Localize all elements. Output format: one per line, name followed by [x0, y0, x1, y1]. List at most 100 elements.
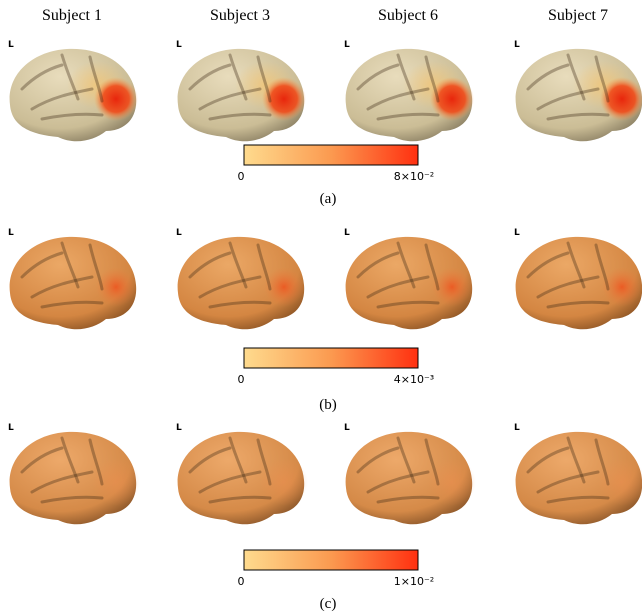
hemisphere-label: L: [176, 423, 182, 433]
colorbar: [243, 347, 419, 369]
activation-spot: [264, 267, 304, 307]
sulcus: [424, 55, 440, 103]
column-header: Subject 3: [210, 7, 270, 24]
activation-spot: [428, 458, 476, 506]
sulcus: [88, 243, 104, 291]
hemisphere-label: L: [344, 40, 350, 50]
activation-spot: [602, 267, 642, 307]
sulcus: [30, 87, 94, 111]
activation-spot: [600, 77, 642, 121]
sulcus: [256, 55, 272, 103]
brain-render: [9, 48, 138, 142]
hemisphere-label: L: [176, 40, 182, 50]
sulcus: [60, 241, 80, 289]
colorbar: [243, 144, 419, 166]
sulcus: [536, 275, 600, 299]
colorbar-max-label: 8×10⁻²: [394, 170, 434, 183]
sulcus: [526, 63, 570, 91]
brain-render: [177, 48, 306, 142]
sulcus: [366, 275, 430, 299]
hemisphere-label: L: [514, 228, 520, 238]
sulcus: [228, 53, 248, 101]
sulcus: [20, 251, 64, 279]
colorbar-max-label: 1×10⁻²: [394, 575, 434, 588]
sulcus: [188, 251, 232, 279]
sulcus: [546, 112, 610, 121]
activation-spot: [430, 77, 474, 121]
sulcus: [88, 55, 104, 103]
brain-surface: [177, 236, 305, 330]
hemisphere-label: L: [344, 228, 350, 238]
panel-caption: (a): [320, 191, 337, 207]
sulcus: [188, 446, 232, 474]
sulcus: [60, 436, 80, 484]
sulcus: [356, 446, 400, 474]
hemisphere-label: L: [514, 40, 520, 50]
colorbar: [243, 549, 419, 571]
brain-render: [345, 431, 476, 525]
sulcus: [536, 87, 600, 111]
sulcus: [20, 446, 64, 474]
sulcus: [208, 300, 272, 309]
sulcus: [366, 470, 430, 494]
sulcus: [256, 243, 272, 291]
sulcus: [594, 438, 610, 486]
sulcus: [198, 87, 262, 111]
brain-render: [515, 48, 642, 142]
sulcus: [536, 470, 600, 494]
sulcus: [546, 300, 610, 309]
brain-render: [9, 431, 140, 525]
sulcus: [376, 112, 440, 121]
colorbar-min-label: 0: [238, 575, 245, 588]
sulcus: [188, 63, 232, 91]
hemisphere-label: L: [8, 40, 14, 50]
colorbar-min-label: 0: [238, 170, 245, 183]
sulcus: [30, 275, 94, 299]
sulcus: [198, 470, 262, 494]
colorbar-max-label: 4×10⁻³: [394, 373, 434, 386]
sulcus: [396, 436, 416, 484]
sulcus: [396, 241, 416, 289]
sulcus: [356, 251, 400, 279]
brain-render: [345, 236, 473, 330]
brain-render: [177, 431, 308, 525]
activation-spot: [262, 77, 306, 121]
brain-render: [177, 236, 305, 330]
activation-spot: [96, 267, 136, 307]
hemisphere-label: L: [514, 423, 520, 433]
brain-surface: [515, 236, 642, 330]
sulcus: [60, 53, 80, 101]
column-header: Subject 7: [548, 7, 608, 24]
activation-spot: [432, 267, 472, 307]
sulcus: [40, 112, 104, 121]
column-header: Subject 6: [378, 7, 438, 24]
colorbar-min-label: 0: [238, 373, 245, 386]
sulcus: [566, 53, 586, 101]
activation-spot: [92, 458, 140, 506]
hemisphere-label: L: [344, 423, 350, 433]
sulcus: [594, 243, 610, 291]
sulcus: [30, 470, 94, 494]
sulcus: [40, 300, 104, 309]
column-header: Subject 1: [42, 7, 102, 24]
brain-render: [515, 431, 642, 525]
panel-caption: (b): [319, 397, 337, 413]
brain-surface: [9, 236, 137, 330]
sulcus: [40, 495, 104, 504]
sulcus: [376, 495, 440, 504]
activation-spot: [598, 458, 642, 506]
sulcus: [228, 436, 248, 484]
hemisphere-label: L: [8, 423, 14, 433]
sulcus: [424, 243, 440, 291]
sulcus: [356, 63, 400, 91]
hemisphere-label: L: [8, 228, 14, 238]
sulcus: [566, 436, 586, 484]
sulcus: [376, 300, 440, 309]
sulcus: [198, 275, 262, 299]
panel-caption: (c): [320, 596, 337, 612]
brain-render: [515, 236, 642, 330]
sulcus: [88, 438, 104, 486]
sulcus: [594, 55, 610, 103]
sulcus: [228, 241, 248, 289]
